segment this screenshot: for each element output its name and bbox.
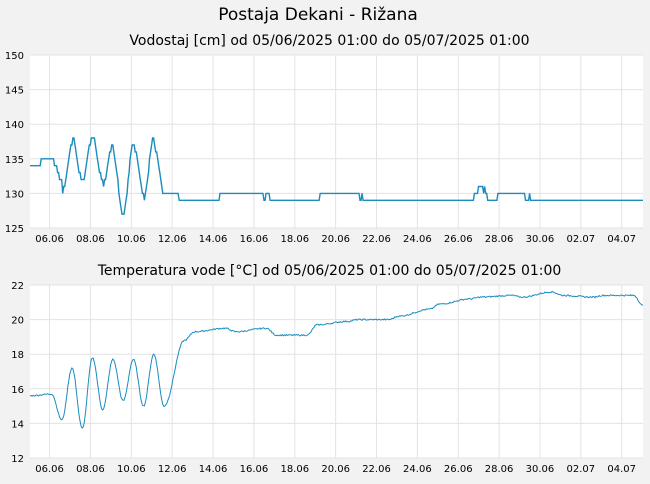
- x-tick-label: 16.06: [240, 464, 269, 475]
- water-temperature-chart: Temperatura vode [°C] od 05/06/2025 01:0…: [11, 263, 644, 475]
- y-tick-label: 140: [5, 120, 24, 131]
- y-tick-label: 150: [5, 51, 24, 62]
- series-line: [30, 137, 643, 215]
- x-tick-label: 10.06: [117, 464, 146, 475]
- x-tick-label: 06.06: [35, 234, 64, 245]
- page-title: Postaja Dekani - Rižana: [218, 5, 418, 25]
- x-tick-label: 04.07: [607, 464, 636, 475]
- y-tick-label: 135: [5, 155, 24, 166]
- x-tick-label: 18.06: [280, 464, 309, 475]
- y-tick-label: 145: [5, 86, 24, 97]
- chart-title: Vodostaj [cm] od 05/06/2025 01:00 do 05/…: [129, 33, 529, 49]
- plot-area: [30, 55, 643, 228]
- x-tick-label: 04.07: [607, 234, 636, 245]
- x-tick-label: 02.07: [567, 464, 596, 475]
- x-tick-label: 24.06: [403, 464, 432, 475]
- x-tick-label: 18.06: [280, 234, 309, 245]
- x-tick-label: 24.06: [403, 234, 432, 245]
- y-tick-label: 18: [11, 350, 24, 361]
- x-tick-label: 22.06: [362, 234, 391, 245]
- series-line: [29, 290, 644, 429]
- x-tick-label: 20.06: [321, 464, 350, 475]
- x-tick-label: 30.06: [526, 234, 555, 245]
- x-tick-label: 14.06: [199, 234, 228, 245]
- x-tick-label: 14.06: [199, 464, 228, 475]
- x-tick-label: 26.06: [444, 234, 473, 245]
- x-tick-label: 16.06: [240, 234, 269, 245]
- y-tick-label: 14: [11, 419, 24, 430]
- y-tick-label: 20: [11, 316, 24, 327]
- x-tick-label: 12.06: [158, 234, 187, 245]
- x-tick-label: 12.06: [158, 464, 187, 475]
- y-tick-label: 125: [5, 224, 24, 235]
- x-tick-label: 26.06: [444, 464, 473, 475]
- y-tick-label: 12: [11, 454, 24, 465]
- y-tick-label: 22: [11, 281, 24, 292]
- x-tick-label: 28.06: [485, 234, 514, 245]
- x-tick-label: 08.06: [76, 234, 105, 245]
- x-tick-label: 08.06: [76, 464, 105, 475]
- x-tick-label: 20.06: [321, 234, 350, 245]
- x-tick-label: 06.06: [35, 464, 64, 475]
- x-tick-label: 30.06: [526, 464, 555, 475]
- x-tick-label: 22.06: [362, 464, 391, 475]
- y-tick-label: 16: [11, 385, 24, 396]
- plot-area: [30, 285, 643, 458]
- x-tick-label: 02.07: [567, 234, 596, 245]
- x-tick-label: 10.06: [117, 234, 146, 245]
- y-tick-label: 130: [5, 189, 24, 200]
- x-tick-label: 28.06: [485, 464, 514, 475]
- water-level-chart: Vodostaj [cm] od 05/06/2025 01:00 do 05/…: [5, 33, 643, 245]
- chart-title: Temperatura vode [°C] od 05/06/2025 01:0…: [97, 263, 562, 279]
